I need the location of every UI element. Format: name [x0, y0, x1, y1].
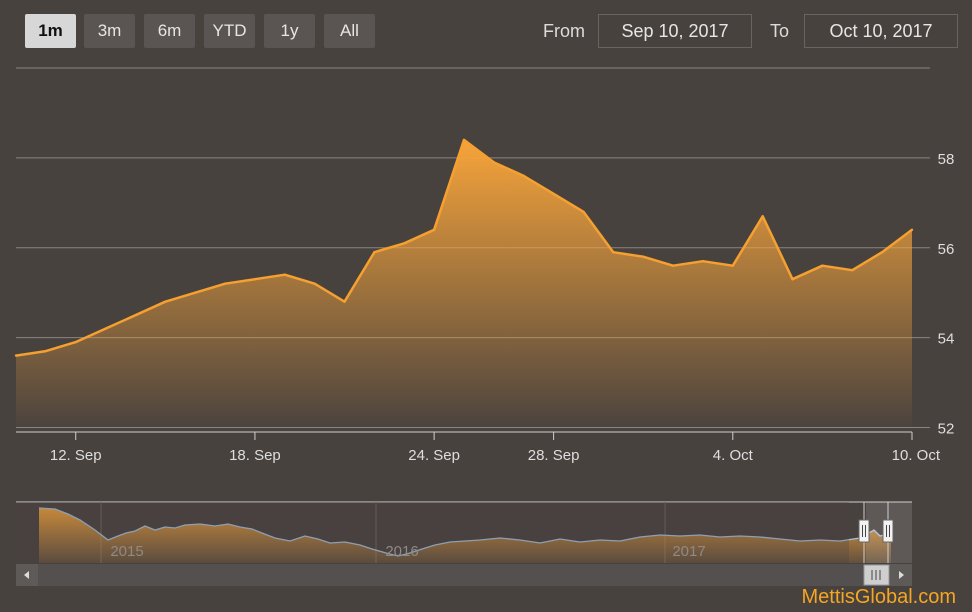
data-point-0 — [14, 354, 18, 357]
data-point-29 — [880, 251, 884, 254]
data-point-2 — [74, 340, 77, 344]
x-tick-label-0: 12. Sep — [50, 447, 102, 464]
navigator-line — [38, 507, 892, 557]
from-label: From — [543, 21, 585, 41]
data-point-1 — [44, 349, 48, 353]
data-point-3 — [104, 327, 107, 330]
scrollbar-track[interactable] — [16, 564, 912, 586]
range-button-3m[interactable]: 3m — [84, 14, 135, 48]
data-point-30 — [910, 228, 914, 231]
range-button-1y[interactable]: 1y — [264, 14, 315, 48]
x-tick-label-1: 18. Sep — [229, 447, 281, 464]
data-point-6 — [194, 291, 197, 294]
y-axis: 52 54 56 58 — [938, 151, 955, 438]
series-area — [14, 138, 914, 432]
series-area-fill — [16, 139, 912, 432]
data-point-23 — [701, 260, 705, 263]
data-point-24 — [731, 264, 734, 267]
y-tick-label-54: 54 — [938, 331, 955, 348]
data-point-17 — [522, 174, 525, 178]
data-point-21 — [642, 255, 645, 258]
range-button-1m[interactable]: 1m — [25, 14, 76, 48]
chevron-right-icon — [899, 571, 904, 579]
navigator-handle-1[interactable] — [882, 519, 894, 543]
data-point-22 — [671, 264, 675, 267]
watermark-text: MettisGlobal.com — [801, 586, 957, 608]
data-point-11 — [343, 300, 346, 303]
navigator-year-label-1: 2016 — [385, 543, 418, 560]
navigator-area-fill — [39, 508, 891, 563]
navigator-year-label-0: 2015 — [110, 543, 143, 560]
x-tick-label-2: 24. Sep — [408, 447, 460, 464]
data-point-9 — [283, 273, 286, 276]
data-point-13 — [403, 242, 406, 245]
data-point-10 — [313, 282, 316, 285]
chevron-left-icon — [24, 571, 29, 579]
navigator-year-label-2: 2017 — [672, 543, 705, 560]
data-point-18 — [552, 192, 555, 196]
range-button-all[interactable]: All — [324, 14, 375, 48]
y-tick-label-58: 58 — [938, 151, 955, 168]
x-tick-label-3: 28. Sep — [528, 447, 580, 464]
data-point-19 — [582, 210, 585, 214]
x-tick-label-4: 4. Oct — [713, 447, 754, 464]
from-date-input[interactable]: Sep 10, 2017 — [598, 14, 752, 48]
data-point-4 — [134, 313, 137, 317]
range-button-ytd[interactable]: YTD — [204, 14, 255, 48]
data-point-12 — [373, 251, 376, 254]
data-point-16 — [492, 161, 496, 164]
data-point-20 — [612, 251, 615, 254]
navigator-handle-0[interactable] — [858, 519, 870, 543]
x-tick-label-5: 10. Oct — [892, 447, 941, 464]
data-point-15 — [462, 138, 466, 142]
data-point-14 — [432, 228, 436, 231]
data-point-8 — [253, 278, 257, 281]
y-tick-label-56: 56 — [938, 241, 955, 258]
to-label: To — [770, 21, 790, 41]
data-point-7 — [223, 282, 227, 285]
navigator-mask-left — [16, 502, 849, 563]
range-button-6m[interactable]: 6m — [144, 14, 195, 48]
data-point-5 — [164, 300, 167, 303]
data-point-28 — [851, 269, 854, 272]
data-point-25 — [761, 215, 764, 218]
navigator[interactable]: 2015 2016 2017 — [16, 501, 912, 586]
data-point-27 — [821, 264, 824, 267]
data-point-26 — [791, 278, 794, 281]
to-date-input[interactable]: Oct 10, 2017 — [804, 14, 958, 48]
y-tick-label-52: 52 — [938, 421, 955, 438]
x-axis: 12. Sep 18. Sep 24. Sep 28. Sep 4. Oct 10. Oc… — [16, 431, 941, 464]
